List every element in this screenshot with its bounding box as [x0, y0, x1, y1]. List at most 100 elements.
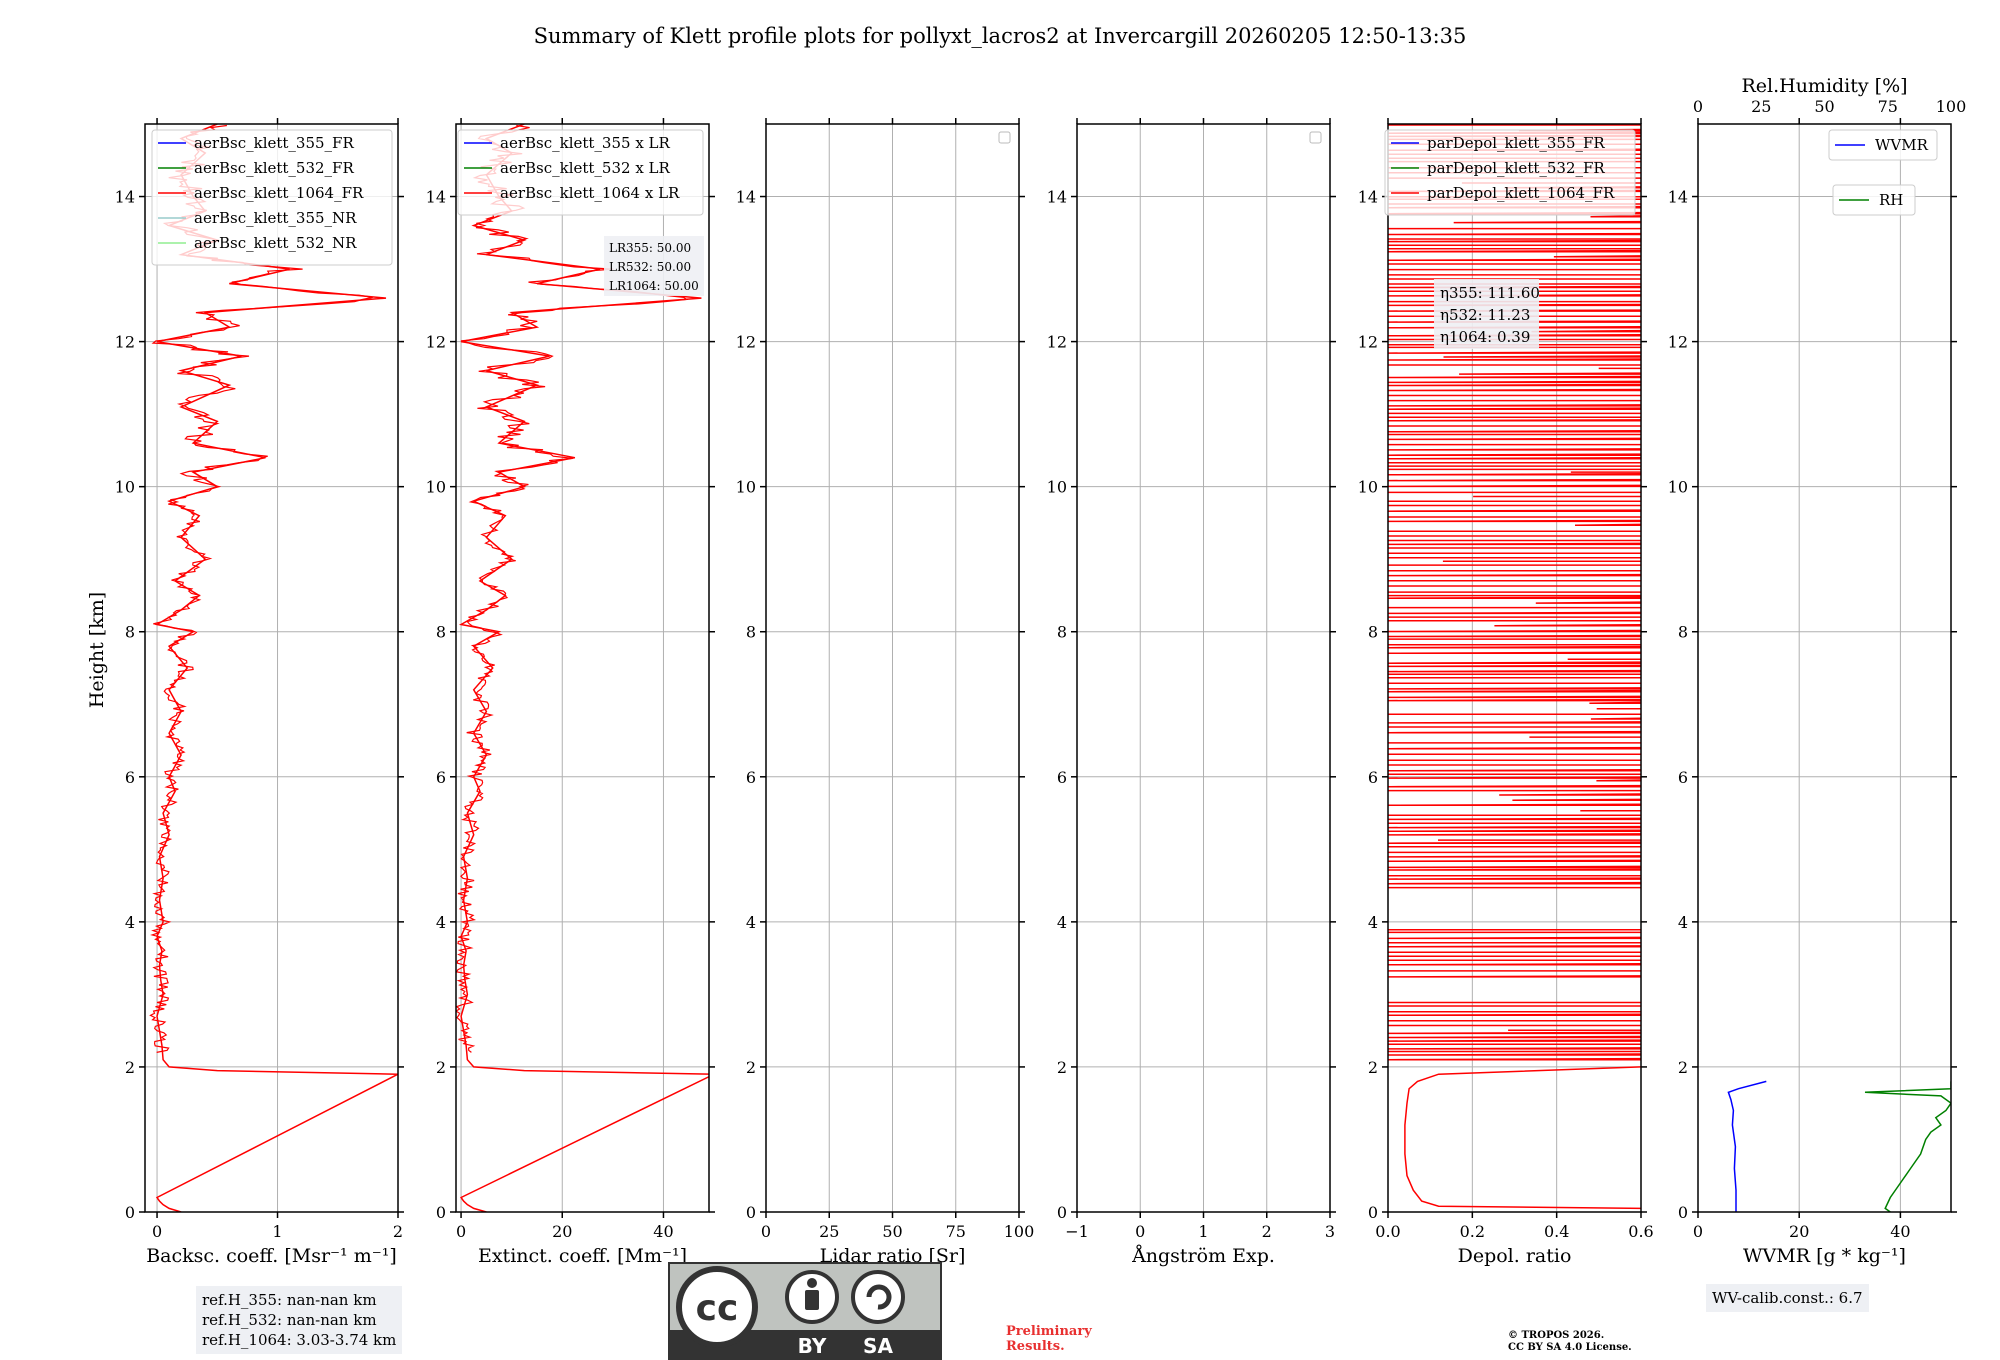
legend-box — [457, 129, 704, 216]
y-tick-label: 4 — [1057, 913, 1067, 932]
cc-by-label: BY — [798, 1334, 827, 1358]
prelim-line-2: Results. — [1006, 1339, 1065, 1354]
legend-entry: aerBsc_klett_355_NR — [194, 209, 357, 227]
y-tick-label: 6 — [436, 768, 446, 787]
axes-frame — [1697, 123, 1952, 1213]
y-tick-label: 4 — [1368, 913, 1378, 932]
axes-frame — [1387, 123, 1642, 1213]
legend-entry: parDepol_klett_1064_FR — [1427, 184, 1615, 202]
y-tick-label: 10 — [1358, 478, 1378, 497]
y-tick-label: 4 — [746, 913, 756, 932]
legend-box — [1832, 184, 1916, 216]
x-tick-label: 0.4 — [1544, 1222, 1569, 1241]
y-tick-label: 6 — [125, 768, 135, 787]
legend: aerBsc_klett_355_FR aerBsc_klett_532_FRae… — [151, 129, 393, 266]
y-tick-label: 8 — [746, 623, 756, 642]
y-tick-label: 6 — [1368, 768, 1378, 787]
y-tick-label: 8 — [1678, 623, 1688, 642]
x-tick-label: 20 — [552, 1222, 572, 1241]
annotation-box — [1434, 279, 1539, 349]
y-tick-label: 14 — [1358, 188, 1378, 207]
ref-height-1064: ref.H_1064: 3.03-3.74 km — [202, 1331, 397, 1349]
svg-text:cc: cc — [696, 1288, 739, 1329]
cc-logo: cc BY SA — [668, 1262, 942, 1360]
eta-label: η532: 11.23 — [1440, 306, 1530, 324]
x-axis-label: Lidar ratio [Sr] — [820, 1245, 966, 1267]
x-tick-label: 1 — [1198, 1222, 1208, 1241]
y-tick-label: 6 — [1678, 768, 1688, 787]
y-tick-label: 2 — [1678, 1058, 1688, 1077]
x-tick-label: 25 — [819, 1222, 839, 1241]
legend-entry: RH — [1879, 191, 1903, 209]
x-tick-label: 100 — [1004, 1222, 1035, 1241]
panel-dep: 0 2 4 6 8 10 12 14 0.0 0.2 0.4 0.6 Depol. ratio parDe… — [1358, 118, 1654, 1267]
y-tick-label: 10 — [1668, 478, 1688, 497]
x-tick-label: 0 — [456, 1222, 466, 1241]
cc-sa-label: SA — [863, 1334, 893, 1358]
legend-entry: parDepol_klett_355_FR — [1427, 134, 1605, 152]
x-axis-label: WVMR [g * kg⁻¹] — [1743, 1245, 1906, 1267]
y-tick-label: 14 — [736, 188, 756, 207]
axes-frame — [144, 123, 399, 1213]
y-tick-label: 0 — [125, 1203, 135, 1222]
lidar-ratio-annotation: LR355: 50.00 LR532: 50.00 LR1064: 50.00 — [604, 236, 704, 296]
axes-frame — [455, 123, 710, 1213]
legend-box — [151, 129, 393, 266]
legend-entry: aerBsc_klett_532_NR — [194, 234, 357, 252]
y-tick-label: 12 — [1358, 333, 1378, 352]
legend-entry: aerBsc_klett_532 x LR — [500, 159, 671, 177]
y-tick-label: 0 — [746, 1203, 756, 1222]
legend-entry: WVMR — [1875, 136, 1929, 154]
y-tick-label: 10 — [426, 478, 446, 497]
y-tick-label: 6 — [746, 768, 756, 787]
x-tick-label: 0.0 — [1375, 1222, 1400, 1241]
legend-WVMR: WVMR — [1828, 129, 1938, 161]
x-tick-label: 0 — [1135, 1222, 1145, 1241]
x-tick-label: 2 — [393, 1222, 403, 1241]
annotation-box — [604, 236, 704, 296]
x-tick-label: 40 — [1890, 1222, 1910, 1241]
series-depol-noise — [1388, 124, 1641, 1061]
y-tick-label: 12 — [1668, 333, 1688, 352]
series-noise-aerBsc_klett_1064 x LR — [456, 124, 689, 1053]
figure-title: Summary of Klett profile plots for polly… — [534, 24, 1467, 48]
y-tick-label: 0 — [1368, 1203, 1378, 1222]
wv-calib-box: WV-calib.const.: 6.7 — [1706, 1284, 1869, 1312]
legend-entry: aerBsc_klett_355 x LR — [500, 134, 671, 152]
panel-ext: 0 2 4 6 8 10 12 14 0 20 40 Extinct. coeff. [Mm⁻¹] ae… — [426, 118, 715, 1267]
plot-area — [1727, 1080, 1951, 1212]
legend-RH: RH — [1832, 184, 1916, 216]
lidar-ratio-label: LR1064: 50.00 — [609, 279, 699, 293]
y-tick-label: 12 — [115, 333, 135, 352]
top-axis-label: Rel.Humidity [%] — [1741, 75, 1907, 97]
top-tick-label: 100 — [1936, 97, 1967, 116]
panel-wv: 0 2 4 6 8 10 12 14 0 20 40 WVMR [g * kg⁻¹] 0 25 50 75 10… — [1668, 75, 1967, 1267]
copyright-line-2: CC BY SA 4.0 License. — [1508, 1342, 1632, 1353]
y-tick-label: 12 — [1047, 333, 1067, 352]
empty-legend-box — [998, 131, 1011, 144]
legend-box — [1828, 129, 1938, 161]
y-tick-label: 12 — [426, 333, 446, 352]
legend-entry: aerBsc_klett_1064_FR — [194, 184, 364, 202]
top-tick-label: 0 — [1693, 97, 1703, 116]
y-tick-label: 0 — [1057, 1203, 1067, 1222]
y-tick-label: 8 — [436, 623, 446, 642]
x-tick-label: 20 — [1789, 1222, 1809, 1241]
x-tick-label: 0 — [1693, 1222, 1703, 1241]
y-tick-label: 6 — [1057, 768, 1067, 787]
lidar-ratio-label: LR532: 50.00 — [609, 260, 691, 274]
y-tick-label: 2 — [436, 1058, 446, 1077]
y-tick-label: 10 — [115, 478, 135, 497]
legend-box — [1384, 129, 1636, 216]
legend: aerBsc_klett_355 x LR aerBsc_klett_532 x … — [457, 129, 704, 216]
top-tick-label: 75 — [1878, 97, 1898, 116]
x-tick-label: 3 — [1325, 1222, 1335, 1241]
eta-label: η355: 111.60 — [1440, 284, 1540, 302]
x-tick-label: 0.2 — [1460, 1222, 1485, 1241]
x-tick-label: 0.6 — [1628, 1222, 1653, 1241]
copyright-line-1: © TROPOS 2026. — [1508, 1330, 1605, 1341]
legend-entry: aerBsc_klett_532_FR — [194, 159, 354, 177]
preliminary-results-note: Preliminary Results. — [1006, 1324, 1092, 1354]
